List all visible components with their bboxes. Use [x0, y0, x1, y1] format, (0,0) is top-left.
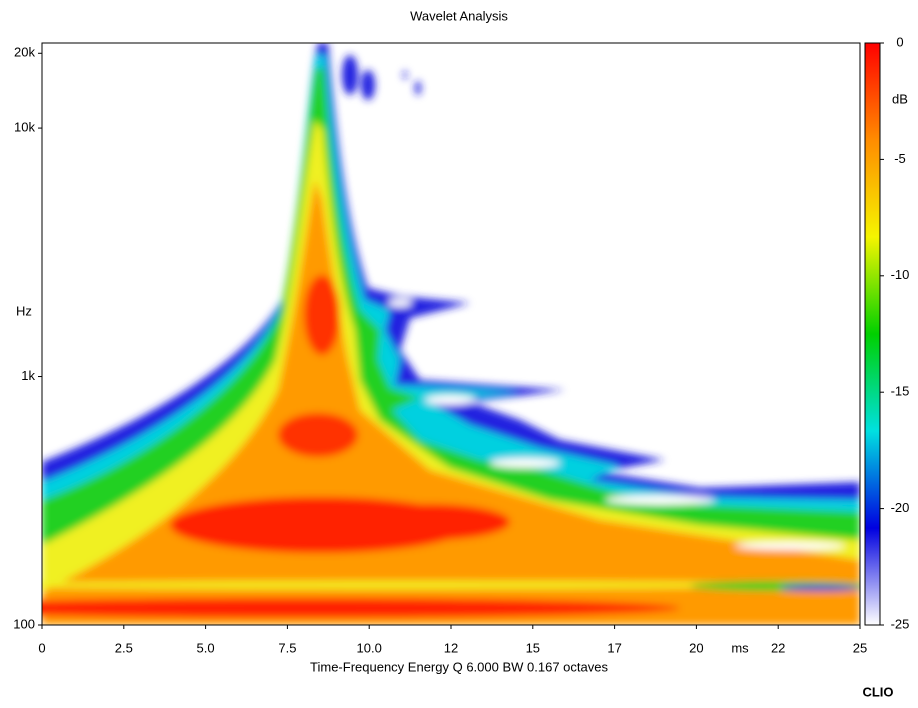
- x-tick-label: 10.0: [357, 640, 382, 655]
- x-axis-label: Time-Frequency Energy Q 6.000 BW 0.167 o…: [310, 659, 608, 674]
- x-tick-label: 25: [853, 640, 867, 655]
- colorbar-label: dB: [892, 91, 908, 106]
- y-tick-label: 20k: [14, 45, 35, 60]
- colorbar-tick-label: -10: [891, 267, 910, 282]
- colorbar-tick-label: -25: [891, 616, 910, 631]
- x-tick-label: 5.0: [197, 640, 215, 655]
- x-tick-label: 2.5: [115, 640, 133, 655]
- heatmap: [42, 43, 860, 625]
- x-tick-label: 15: [526, 640, 540, 655]
- y-tick-label: 100: [13, 616, 35, 631]
- colorbar: [864, 42, 881, 626]
- colorbar-tick-label: -15: [891, 384, 910, 399]
- colorbar-tick-label: -20: [891, 500, 910, 515]
- chart-title: Wavelet Analysis: [410, 8, 508, 23]
- y-unit: Hz: [16, 303, 32, 318]
- x-tick-label: 0: [38, 640, 45, 655]
- y-tick-label: 1k: [21, 368, 35, 383]
- colorbar-tick-label: 0: [896, 34, 903, 49]
- x-tick-label: 22: [771, 640, 785, 655]
- colorbar-tick-label: -5: [894, 151, 906, 166]
- x-tick-label: 7.5: [278, 640, 296, 655]
- x-tick-label: 17: [607, 640, 621, 655]
- brand: CLIO: [862, 684, 893, 699]
- x-tick-label: 20: [689, 640, 703, 655]
- x-tick-label: 12: [444, 640, 458, 655]
- x-unit: ms: [731, 640, 749, 655]
- y-tick-label: 10k: [14, 120, 35, 135]
